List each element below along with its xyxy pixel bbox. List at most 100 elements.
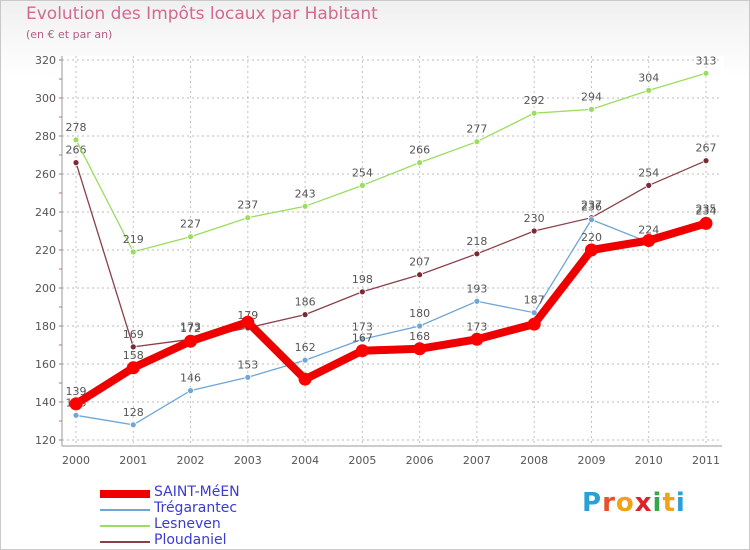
- data-label-tregarantec-2009: 236: [581, 201, 602, 214]
- data-label-ploudaniel-2000: 266: [66, 144, 87, 157]
- data-label-ploudaniel-2008: 230: [524, 212, 545, 225]
- data-label-ploudaniel-2005: 198: [352, 273, 373, 286]
- data-label-ploudaniel-2002: 173: [180, 320, 201, 333]
- data-label-ploudaniel-2011: 267: [696, 142, 717, 155]
- data-point-lesneven-2001: [129, 248, 137, 256]
- data-label-tregarantec-2006: 180: [409, 307, 430, 320]
- legend-item-tregarantec: Trégarantec: [100, 500, 360, 518]
- legend-label-tregarantec: Trégarantec: [154, 500, 238, 516]
- data-label-tregarantec-2003: 153: [237, 358, 258, 371]
- data-label-ploudaniel-2010: 254: [638, 166, 659, 179]
- proxiti-logo: Proxiti: [582, 488, 686, 518]
- x-tick-label-2006: 2006: [406, 454, 434, 467]
- legend-swatch-saint-meen: [100, 490, 150, 498]
- x-tick-label-2001: 2001: [119, 454, 147, 467]
- legend-label-ploudaniel: Ploudaniel: [154, 532, 227, 548]
- data-label-lesneven-2011: 313: [696, 54, 717, 67]
- data-point-ploudaniel-2011: [702, 157, 710, 165]
- data-point-lesneven-2003: [244, 214, 252, 222]
- data-point-saint-meen-2006: [413, 342, 427, 356]
- data-point-lesneven-2009: [588, 106, 595, 113]
- legend-label-saint-meen: SAINT-MéEN: [154, 484, 240, 500]
- x-tick-label-2000: 2000: [62, 454, 90, 467]
- data-label-lesneven-2005: 254: [352, 166, 373, 179]
- legend-item-ploudaniel: Ploudaniel: [100, 532, 360, 550]
- data-point-lesneven-2007: [473, 138, 481, 146]
- series-line-saint-meen: [72, 219, 710, 408]
- data-point-saint-meen-2004: [298, 372, 312, 386]
- data-label-ploudaniel-2009: 237: [581, 199, 602, 212]
- y-tick-label-240: 240: [35, 206, 56, 219]
- data-point-ploudaniel-2000: [72, 159, 80, 167]
- x-tick-label-2011: 2011: [692, 454, 720, 467]
- data-point-saint-meen-2000: [69, 397, 83, 411]
- legend-item-lesneven: Lesneven: [100, 516, 360, 534]
- legend-item-saint-meen: SAINT-MéEN: [100, 484, 360, 502]
- data-label-lesneven-2004: 243: [295, 187, 316, 200]
- x-tick-label-2002: 2002: [177, 454, 205, 467]
- y-tick-label-280: 280: [35, 130, 56, 143]
- data-point-lesneven-2010: [645, 87, 653, 94]
- data-label-saint-meen-2005: 167: [352, 332, 373, 345]
- chart-title: Evolution des Impôts locaux par Habitant: [26, 4, 378, 24]
- data-point-saint-meen-2002: [184, 334, 198, 348]
- legend-swatch-tregarantec: [100, 509, 150, 511]
- data-label-tregarantec-2007: 193: [466, 282, 487, 295]
- data-point-ploudaniel-2008: [530, 227, 538, 235]
- data-label-saint-meen-2002: 172: [180, 322, 201, 335]
- data-label-lesneven-2002: 227: [180, 218, 201, 231]
- data-point-tregarantec-2009: [588, 216, 595, 224]
- data-label-saint-meen-2009: 220: [581, 231, 602, 244]
- x-tick-label-2004: 2004: [291, 454, 319, 467]
- data-label-lesneven-2010: 304: [638, 71, 659, 84]
- legend-label-lesneven: Lesneven: [154, 516, 221, 532]
- y-tick-label-160: 160: [35, 358, 56, 371]
- y-tick-label-180: 180: [35, 320, 56, 333]
- data-label-saint-meen-2006: 168: [409, 330, 430, 343]
- data-point-lesneven-2000: [72, 136, 80, 144]
- data-point-tregarantec-2006: [416, 322, 424, 330]
- data-label-ploudaniel-2004: 186: [295, 296, 316, 309]
- y-tick-label-300: 300: [35, 92, 56, 105]
- data-label-tregarantec-2010: 224: [638, 223, 659, 236]
- data-label-lesneven-2008: 292: [524, 94, 545, 107]
- series-line-lesneven: [75, 72, 707, 253]
- chart-subtitle: (en € et par an): [26, 28, 113, 41]
- data-point-tregarantec-2002: [187, 387, 194, 395]
- logo-letter: o: [615, 488, 635, 518]
- data-point-tregarantec-2005: [358, 335, 366, 343]
- data-label-tregarantec-2002: 146: [180, 372, 201, 385]
- data-point-ploudaniel-2010: [645, 181, 653, 189]
- logo-letter: P: [582, 488, 603, 518]
- data-label-tregarantec-2011: 235: [696, 203, 717, 216]
- logo-letter: i: [675, 488, 686, 518]
- data-point-ploudaniel-2001: [129, 343, 137, 351]
- data-point-ploudaniel-2005: [358, 288, 366, 296]
- data-point-tregarantec-2008: [530, 309, 538, 317]
- data-label-tregarantec-2004: 162: [295, 341, 316, 354]
- data-point-lesneven-2002: [187, 233, 194, 241]
- y-tick-label-120: 120: [35, 434, 56, 447]
- series-line-tregarantec: [75, 218, 707, 426]
- data-label-ploudaniel-2001: 169: [123, 328, 144, 341]
- data-point-ploudaniel-2007: [473, 250, 481, 258]
- data-label-tregarantec-2008: 187: [524, 294, 545, 307]
- data-label-lesneven-2009: 294: [581, 90, 602, 103]
- data-point-ploudaniel-2006: [416, 271, 424, 279]
- x-tick-label-2003: 2003: [234, 454, 262, 467]
- x-tick-label-2007: 2007: [463, 454, 491, 467]
- data-point-saint-meen-2011: [699, 216, 713, 230]
- data-point-saint-meen-2009: [584, 243, 598, 257]
- y-tick-label-220: 220: [35, 244, 56, 257]
- data-label-lesneven-2000: 278: [66, 121, 87, 134]
- data-label-saint-meen-2000: 139: [66, 385, 87, 398]
- data-label-lesneven-2007: 277: [466, 123, 487, 136]
- series-line-ploudaniel: [75, 160, 707, 348]
- data-point-lesneven-2004: [301, 202, 309, 210]
- legend-swatch-lesneven: [100, 525, 150, 527]
- data-point-saint-meen-2007: [470, 332, 484, 346]
- data-point-saint-meen-2005: [355, 344, 369, 358]
- y-tick-label-260: 260: [35, 168, 56, 181]
- data-point-saint-meen-2001: [126, 361, 140, 375]
